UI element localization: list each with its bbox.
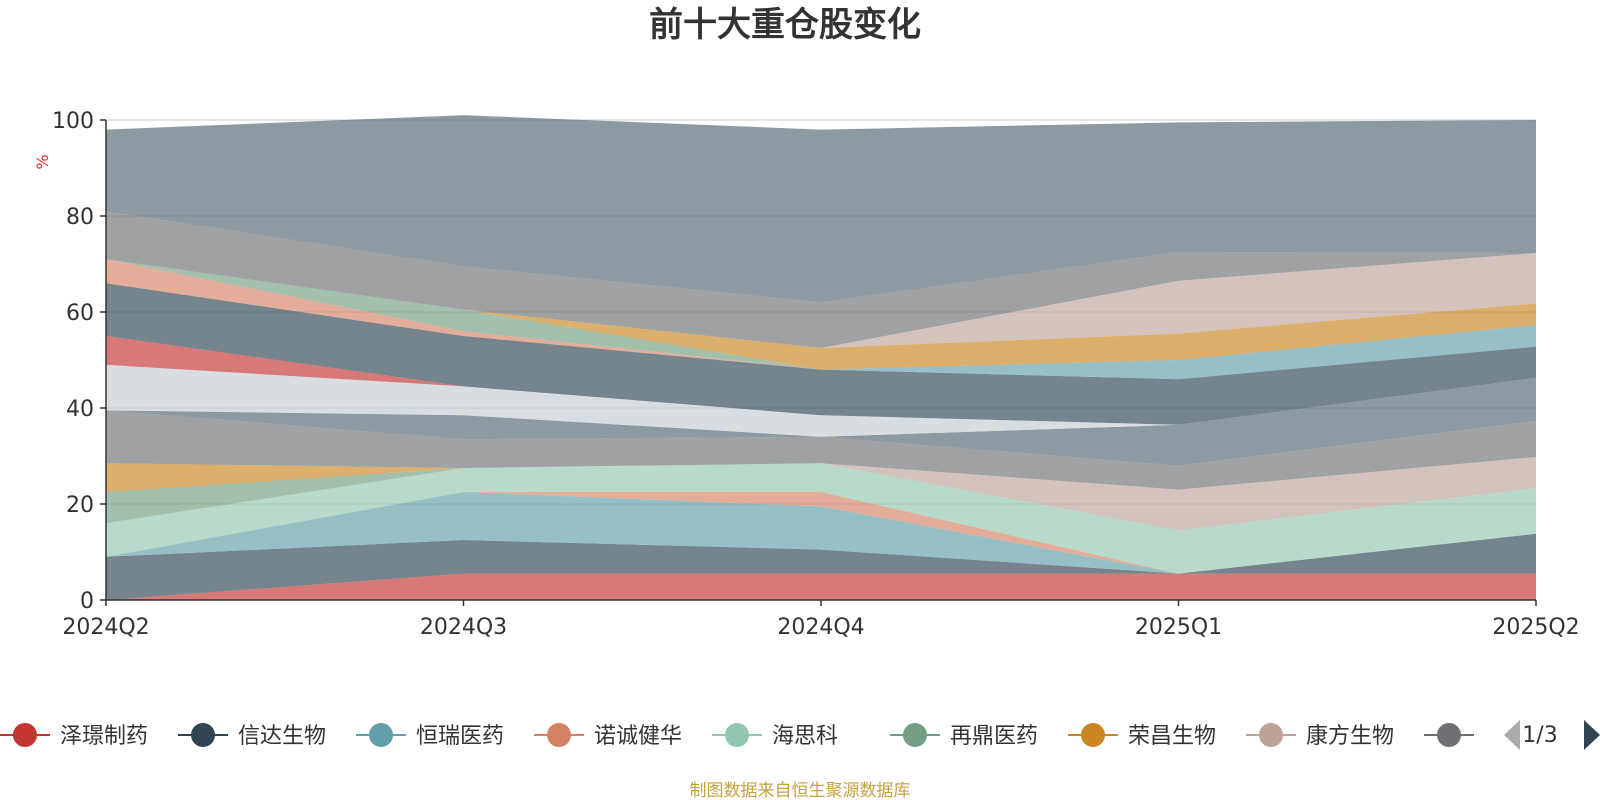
area-series-13 bbox=[106, 283, 1536, 425]
legend-marker-icon bbox=[725, 723, 749, 747]
legend-item[interactable]: 海思科 bbox=[712, 723, 838, 749]
x-tick-label: 2024Q3 bbox=[420, 615, 507, 640]
area-series-19 bbox=[106, 253, 1536, 348]
area-series-18 bbox=[106, 259, 1536, 370]
legend-label: 信达生物 bbox=[238, 724, 326, 749]
y-tick-label: 80 bbox=[66, 205, 94, 230]
area-series-5 bbox=[106, 463, 1536, 574]
y-tick-label: 60 bbox=[66, 301, 94, 326]
area-series-3 bbox=[106, 492, 1536, 574]
area-series-8 bbox=[106, 457, 1536, 531]
legend-marker-icon bbox=[1437, 723, 1461, 747]
y-tick-label: 20 bbox=[66, 493, 94, 518]
y-tick-label: 100 bbox=[52, 109, 94, 134]
area-series-11 bbox=[106, 364, 1536, 437]
x-tick-label: 2025Q1 bbox=[1135, 615, 1222, 640]
legend-marker-icon bbox=[903, 723, 927, 747]
legend-next-page-icon[interactable] bbox=[1584, 720, 1600, 750]
legend-prev-page-icon[interactable] bbox=[1504, 720, 1520, 750]
legend-label: 荣昌生物 bbox=[1128, 724, 1216, 749]
data-source-note: 制图数据来自恒生聚源数据库 bbox=[690, 781, 911, 800]
legend-marker-icon bbox=[369, 723, 393, 747]
x-tick-label: 2024Q2 bbox=[62, 615, 149, 640]
legend-marker-icon bbox=[13, 723, 37, 747]
legend-marker-icon bbox=[191, 723, 215, 747]
legend-item[interactable]: 科伦 bbox=[1424, 723, 1528, 749]
legend-item[interactable]: 信达生物 bbox=[178, 723, 326, 749]
area-series-1 bbox=[106, 573, 1536, 600]
x-tick-label: 2025Q2 bbox=[1492, 615, 1579, 640]
y-tick-label: 40 bbox=[66, 397, 94, 422]
area-series bbox=[106, 115, 1536, 600]
legend-item[interactable]: 荣昌生物 bbox=[1068, 723, 1216, 749]
legend-items: 泽璟制药 信达生物 恒瑞医药 诺诚健华 海思科 再鼎医药 荣昌生物 康方生物 科伦 bbox=[0, 723, 1528, 749]
legend-label: 泽璟制药 bbox=[60, 724, 148, 749]
area-series-9 bbox=[106, 410, 1536, 490]
area-series-17 bbox=[106, 259, 1536, 370]
area-series-2 bbox=[106, 533, 1536, 600]
legend-label: 再鼎医药 bbox=[950, 724, 1038, 749]
area-series-21 bbox=[106, 115, 1536, 303]
legend-label: 诺诚健华 bbox=[594, 724, 682, 749]
y-tick-label: 0 bbox=[80, 589, 94, 614]
area-series-7 bbox=[106, 463, 1536, 531]
axes: 0 20 40 60 80 100 2024Q2 2024Q3 2024Q4 2025Q1 2025… bbox=[52, 109, 1580, 640]
legend-label: 恒瑞医药 bbox=[416, 724, 504, 749]
legend-marker-icon bbox=[1259, 723, 1283, 747]
chart-title: 前十大重仓股变化 bbox=[649, 5, 921, 45]
legend[interactable]: 泽璟制药 信达生物 恒瑞医药 诺诚健华 海思科 再鼎医药 荣昌生物 康方生物 科伦 bbox=[0, 723, 1528, 749]
x-tick-label: 2024Q4 bbox=[777, 615, 864, 640]
legend-item[interactable]: 再鼎医药 bbox=[890, 723, 1038, 749]
area-series-12 bbox=[106, 336, 1536, 425]
legend-item[interactable]: 诺诚健华 bbox=[534, 723, 682, 749]
area-series-10 bbox=[106, 377, 1536, 466]
legend-label: 康方生物 bbox=[1306, 724, 1394, 749]
legend-item[interactable]: 康方生物 bbox=[1246, 723, 1394, 749]
legend-label: 海思科 bbox=[772, 724, 838, 749]
legend-marker-icon bbox=[1081, 723, 1105, 747]
legend-pager[interactable]: 1/3 bbox=[1504, 720, 1600, 750]
legend-marker-icon bbox=[547, 723, 571, 747]
y-axis-unit: % bbox=[33, 154, 52, 169]
legend-item[interactable]: 泽璟制药 bbox=[0, 723, 148, 749]
area-series-20 bbox=[106, 211, 1536, 348]
legend-item[interactable]: 恒瑞医药 bbox=[356, 723, 504, 749]
legend-page-indicator: 1/3 bbox=[1522, 723, 1557, 748]
